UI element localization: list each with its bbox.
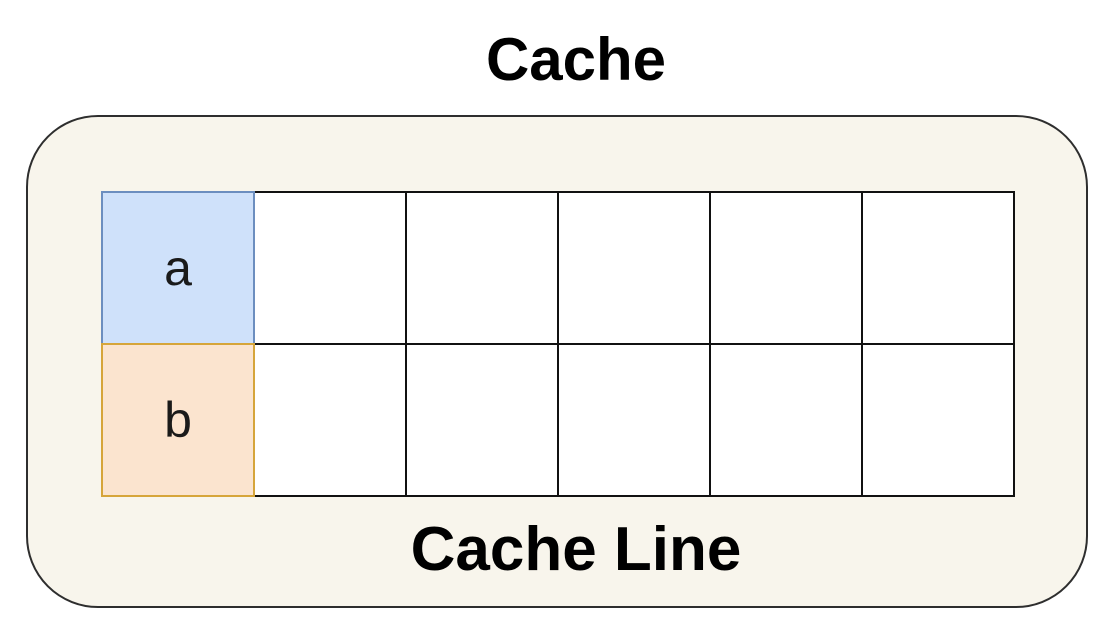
cache-cell-empty <box>709 191 863 345</box>
cache-cell-b: b <box>101 343 255 497</box>
cache-cell-empty <box>709 343 863 497</box>
cache-title: Cache <box>485 26 667 93</box>
cache-cell-empty <box>253 191 407 345</box>
cache-cell-empty <box>253 343 407 497</box>
cache-cell-empty <box>557 191 711 345</box>
cache-cell-empty <box>405 191 559 345</box>
cache-line-caption: Cache Line <box>410 515 742 584</box>
cache-cell-empty <box>861 191 1015 345</box>
cache-cell-empty <box>861 343 1015 497</box>
cache-cell-empty <box>405 343 559 497</box>
cache-cell-a: a <box>101 191 255 345</box>
cache-cell-empty <box>557 343 711 497</box>
